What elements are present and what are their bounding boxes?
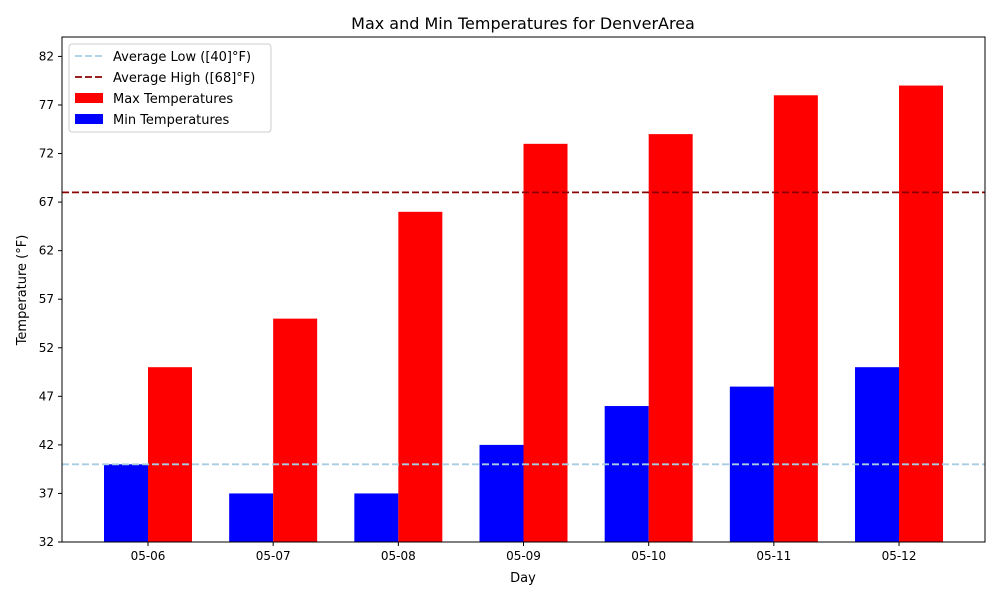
bar-min-05-06 <box>104 464 148 542</box>
x-tick-label: 05-12 <box>882 549 917 563</box>
y-tick-label: 47 <box>39 389 54 403</box>
legend-label: Average High ([68]°F) <box>113 71 255 86</box>
bar-max-05-09 <box>523 143 568 543</box>
legend: Average Low ([40]°F) Average High ([68]°F… <box>68 43 272 133</box>
chart-title: Max and Min Temperatures for DenverArea <box>351 14 695 33</box>
plot-frame <box>61 36 986 543</box>
bar-max-05-12 <box>899 85 944 543</box>
x-tick-label: 05-09 <box>506 549 541 563</box>
x-tick-label: 05-11 <box>756 549 791 563</box>
legend-label: Average Low ([40]°F) <box>113 50 251 65</box>
y-tick-label: 52 <box>39 341 54 355</box>
x-tick-label: 05-10 <box>631 549 666 563</box>
y-tick-label: 57 <box>39 292 54 306</box>
bar-max-05-10 <box>648 134 693 542</box>
y-tick-label: 62 <box>39 244 54 258</box>
y-axis-label: Temperature (°F) <box>15 235 30 347</box>
plot-area: 05-06 05-07 05-08 05-09 05-10 05-11 05-12 32 37 4… <box>39 36 986 563</box>
bar-max-05-08 <box>398 211 443 543</box>
x-tick-label: 05-07 <box>256 549 291 563</box>
legend-box <box>68 43 272 133</box>
x-tick-label: 05-08 <box>381 549 416 563</box>
legend-patch-swatch <box>75 93 103 103</box>
y-tick-label: 77 <box>39 98 54 112</box>
legend-patch-swatch <box>75 114 103 124</box>
y-tick-label: 32 <box>39 535 54 549</box>
bar-min-05-09 <box>479 444 524 542</box>
bar-max-05-11 <box>773 95 818 543</box>
y-tick-label: 72 <box>39 147 54 161</box>
y-tick-label: 67 <box>39 195 54 209</box>
legend-label: Min Temperatures <box>113 113 230 128</box>
bar-max-05-07 <box>273 318 318 542</box>
y-tick-label: 82 <box>39 49 54 63</box>
y-tick-label: 37 <box>39 486 54 500</box>
bar-min-05-07 <box>229 493 274 542</box>
bar-min-05-08 <box>354 493 399 542</box>
x-axis-label: Day <box>510 571 536 586</box>
bar-max-05-06 <box>148 367 192 542</box>
x-tick-label: 05-06 <box>131 549 166 563</box>
legend-label: Max Temperatures <box>113 92 233 107</box>
bar-min-05-12 <box>855 367 900 542</box>
bar-min-05-10 <box>604 406 649 542</box>
y-tick-label: 42 <box>39 438 54 452</box>
